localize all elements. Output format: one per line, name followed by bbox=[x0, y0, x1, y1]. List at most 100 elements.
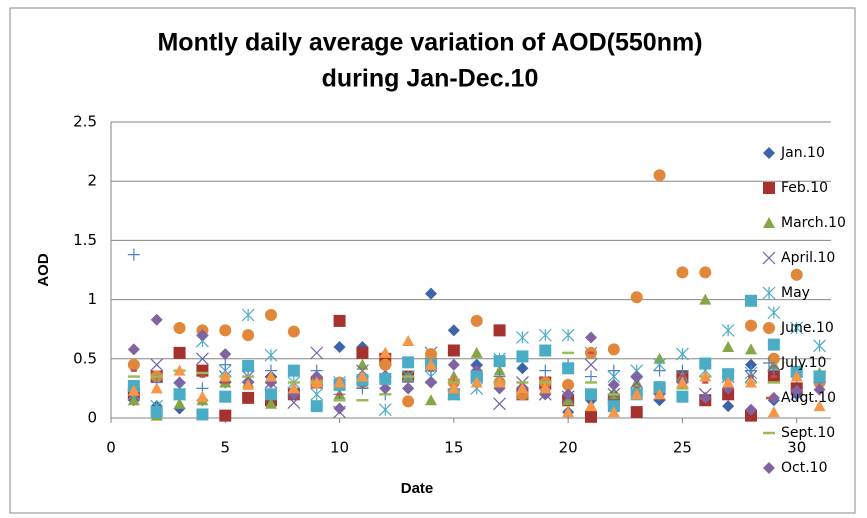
point bbox=[127, 248, 140, 261]
point bbox=[516, 382, 529, 394]
point bbox=[562, 406, 575, 418]
point bbox=[493, 376, 506, 388]
point bbox=[585, 331, 597, 344]
point bbox=[173, 388, 186, 401]
point bbox=[287, 325, 300, 338]
point bbox=[493, 397, 506, 411]
point bbox=[310, 346, 324, 360]
point bbox=[516, 331, 529, 344]
point bbox=[127, 358, 140, 371]
legend-marker bbox=[763, 322, 775, 334]
point bbox=[745, 319, 757, 332]
point bbox=[722, 368, 735, 381]
point bbox=[561, 328, 575, 342]
point bbox=[745, 343, 757, 355]
point bbox=[242, 359, 255, 372]
point bbox=[265, 397, 277, 409]
legend-marker bbox=[763, 357, 775, 369]
point bbox=[242, 378, 255, 390]
point bbox=[333, 340, 346, 353]
point bbox=[173, 376, 186, 389]
point bbox=[585, 400, 597, 412]
point bbox=[333, 314, 346, 327]
chart-subtitle: during Jan-Dec.10 bbox=[322, 65, 539, 93]
point bbox=[425, 358, 437, 370]
point bbox=[813, 370, 826, 383]
x-tick-label: 25 bbox=[673, 439, 692, 457]
point bbox=[173, 364, 186, 376]
x-tick-label: 20 bbox=[559, 439, 578, 457]
point bbox=[699, 370, 712, 382]
point bbox=[653, 381, 666, 394]
point bbox=[265, 370, 277, 382]
x-tick-label: 15 bbox=[444, 439, 463, 457]
x-axis-label: Date bbox=[401, 480, 434, 497]
point bbox=[790, 268, 803, 281]
point bbox=[402, 356, 415, 369]
point bbox=[516, 362, 529, 375]
point bbox=[447, 344, 460, 357]
x-tick-label: 30 bbox=[787, 439, 806, 457]
point bbox=[310, 387, 324, 401]
point bbox=[150, 313, 163, 326]
point bbox=[150, 382, 163, 394]
point bbox=[813, 400, 826, 412]
point bbox=[173, 397, 186, 409]
point bbox=[607, 343, 620, 356]
point bbox=[493, 324, 506, 337]
point bbox=[379, 346, 392, 358]
y-tick-label: 2 bbox=[87, 172, 97, 190]
y-tick-label: 0 bbox=[87, 409, 97, 427]
point bbox=[607, 364, 620, 377]
point bbox=[539, 344, 552, 357]
point bbox=[767, 306, 781, 320]
point bbox=[287, 382, 300, 394]
point bbox=[333, 376, 346, 388]
point bbox=[745, 376, 757, 388]
point bbox=[379, 358, 392, 371]
point bbox=[470, 376, 483, 388]
point bbox=[699, 266, 712, 279]
point bbox=[493, 355, 506, 368]
y-tick-label: 0.5 bbox=[73, 349, 97, 367]
point bbox=[333, 402, 346, 415]
point bbox=[173, 322, 186, 335]
point bbox=[287, 364, 300, 377]
point bbox=[447, 382, 460, 394]
legend-label: March.10 bbox=[781, 215, 846, 231]
point bbox=[356, 370, 369, 382]
point bbox=[767, 338, 780, 351]
point bbox=[196, 408, 209, 421]
point bbox=[425, 394, 437, 406]
point bbox=[653, 364, 666, 377]
point bbox=[219, 370, 232, 382]
legend-label: April.10 bbox=[781, 250, 835, 266]
chart-frame bbox=[9, 7, 856, 514]
point bbox=[196, 329, 209, 342]
point bbox=[196, 352, 209, 366]
point bbox=[721, 323, 735, 337]
point bbox=[150, 358, 164, 372]
x-tick-label: 0 bbox=[106, 439, 116, 457]
point bbox=[539, 382, 552, 394]
point bbox=[127, 384, 140, 396]
point bbox=[241, 308, 255, 322]
point bbox=[585, 410, 597, 423]
point bbox=[745, 403, 757, 416]
point bbox=[676, 390, 689, 403]
point bbox=[539, 364, 552, 377]
point bbox=[722, 376, 735, 388]
point bbox=[607, 406, 620, 418]
point bbox=[699, 357, 712, 370]
point bbox=[470, 314, 483, 327]
point bbox=[699, 391, 712, 404]
point bbox=[219, 324, 232, 337]
point bbox=[562, 362, 575, 375]
point bbox=[653, 169, 666, 182]
point bbox=[447, 324, 460, 337]
point bbox=[607, 378, 620, 391]
legend-label: May bbox=[781, 285, 810, 301]
point bbox=[265, 388, 277, 401]
point bbox=[425, 287, 437, 300]
point bbox=[425, 376, 437, 389]
